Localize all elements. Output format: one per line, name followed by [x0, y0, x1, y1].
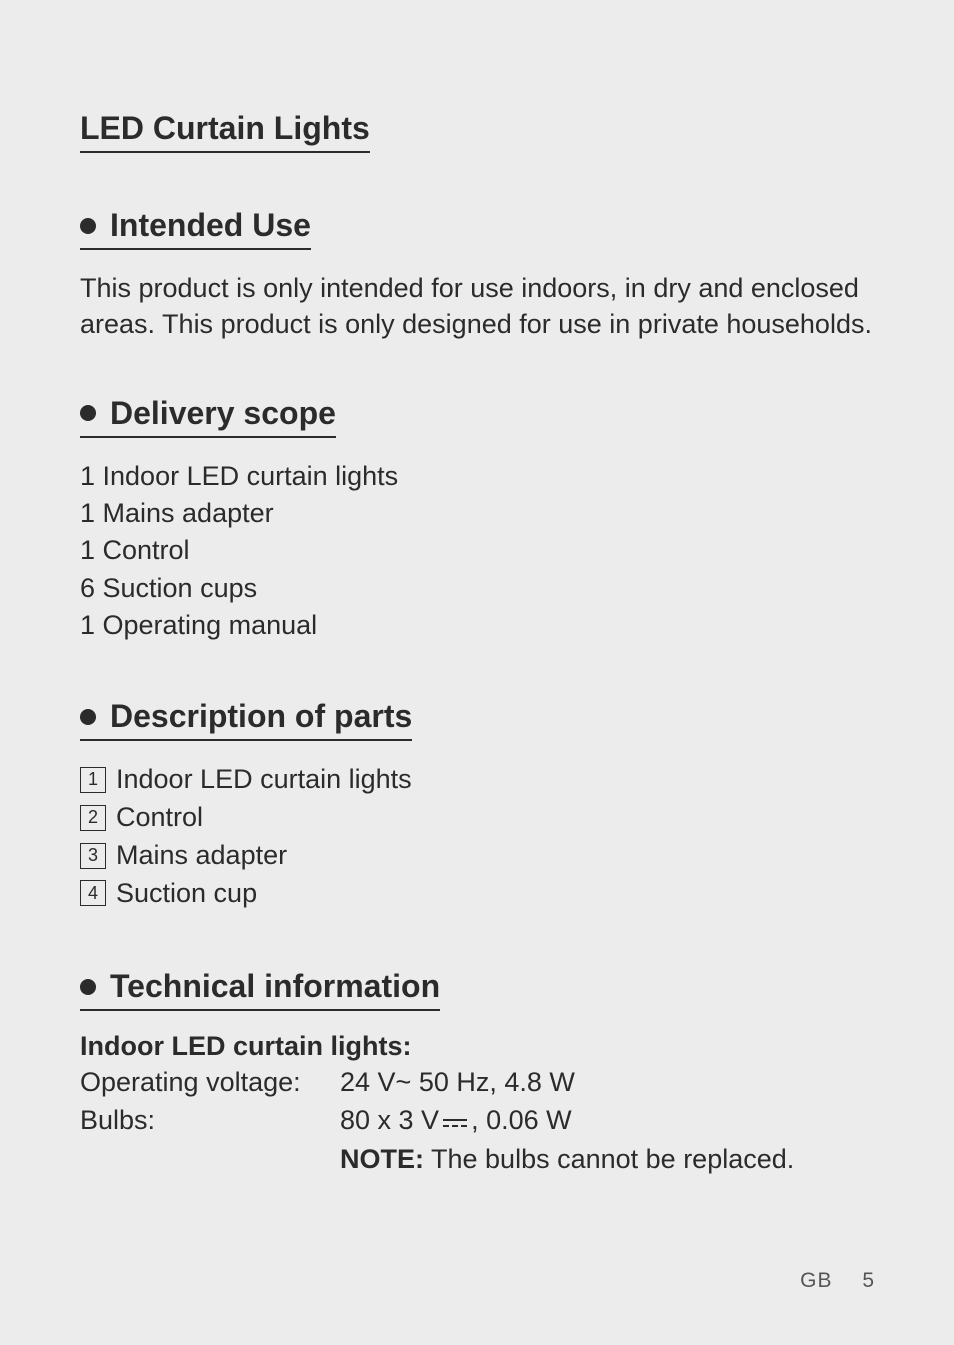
part-label: Indoor LED curtain lights	[116, 761, 412, 799]
part-row: 4 Suction cup	[80, 875, 874, 913]
heading-intended-use: Intended Use	[80, 207, 311, 250]
intended-use-body: This product is only intended for use in…	[80, 270, 874, 343]
tech-note-row: NOTE: The bulbs cannot be replaced.	[80, 1141, 874, 1179]
delivery-list: 1 Indoor LED curtain lights 1 Mains adap…	[80, 458, 874, 644]
tech-value-prefix: 24 V	[340, 1067, 396, 1097]
bullet-icon	[80, 405, 96, 421]
tech-value-prefix: 80 x 3 V	[340, 1105, 439, 1135]
tech-value-rest: , 0.06 W	[471, 1105, 572, 1135]
section-parts: Description of parts 1 Indoor LED curtai…	[80, 698, 874, 912]
list-item: 1 Indoor LED curtain lights	[80, 458, 874, 495]
tech-note: NOTE: The bulbs cannot be replaced.	[340, 1141, 794, 1179]
tech-label: Bulbs:	[80, 1102, 340, 1141]
page-title: LED Curtain Lights	[80, 110, 370, 153]
parts-list: 1 Indoor LED curtain lights 2 Control 3 …	[80, 761, 874, 912]
list-item: 1 Operating manual	[80, 607, 874, 644]
heading-technical: Technical information	[80, 968, 440, 1011]
manual-page: LED Curtain Lights Intended Use This pro…	[0, 0, 954, 1345]
footer-page-number: 5	[862, 1269, 874, 1292]
bullet-icon	[80, 979, 96, 995]
list-item: 1 Control	[80, 532, 874, 569]
note-label: NOTE:	[340, 1144, 424, 1174]
tech-row: Operating voltage: 24 V~ 50 Hz, 4.8 W	[80, 1064, 874, 1102]
note-text: The bulbs cannot be replaced.	[424, 1144, 794, 1174]
part-label: Mains adapter	[116, 837, 287, 875]
part-label: Suction cup	[116, 875, 257, 913]
page-footer: GB 5	[800, 1269, 874, 1293]
heading-text: Technical information	[110, 968, 440, 1005]
bullet-icon	[80, 709, 96, 725]
part-number-box: 1	[80, 767, 106, 793]
part-row: 1 Indoor LED curtain lights	[80, 761, 874, 799]
section-intended-use: Intended Use This product is only intend…	[80, 207, 874, 343]
dc-symbol-icon	[441, 1103, 469, 1141]
heading-text: Delivery scope	[110, 395, 336, 432]
part-row: 3 Mains adapter	[80, 837, 874, 875]
section-technical: Technical information Indoor LED curtain…	[80, 968, 874, 1178]
part-label: Control	[116, 799, 203, 837]
part-number-box: 3	[80, 843, 106, 869]
heading-delivery-scope: Delivery scope	[80, 395, 336, 438]
part-row: 2 Control	[80, 799, 874, 837]
heading-parts: Description of parts	[80, 698, 412, 741]
list-item: 6 Suction cups	[80, 570, 874, 607]
heading-text: Intended Use	[110, 207, 311, 244]
heading-text: Description of parts	[110, 698, 412, 735]
tech-value: 24 V~ 50 Hz, 4.8 W	[340, 1064, 874, 1102]
tech-value: 80 x 3 V , 0.06 W	[340, 1102, 874, 1141]
tech-row: Bulbs: 80 x 3 V , 0.06 W	[80, 1102, 874, 1141]
part-number-box: 2	[80, 805, 106, 831]
tech-value-rest: 50 Hz, 4.8 W	[411, 1067, 575, 1097]
list-item: 1 Mains adapter	[80, 495, 874, 532]
tech-note-spacer	[80, 1141, 340, 1179]
bullet-icon	[80, 218, 96, 234]
ac-symbol-icon: ~	[396, 1067, 412, 1097]
technical-subheading: Indoor LED curtain lights:	[80, 1031, 874, 1062]
part-number-box: 4	[80, 880, 106, 906]
tech-label: Operating voltage:	[80, 1064, 340, 1102]
section-delivery-scope: Delivery scope 1 Indoor LED curtain ligh…	[80, 395, 874, 644]
footer-region: GB	[800, 1269, 832, 1292]
